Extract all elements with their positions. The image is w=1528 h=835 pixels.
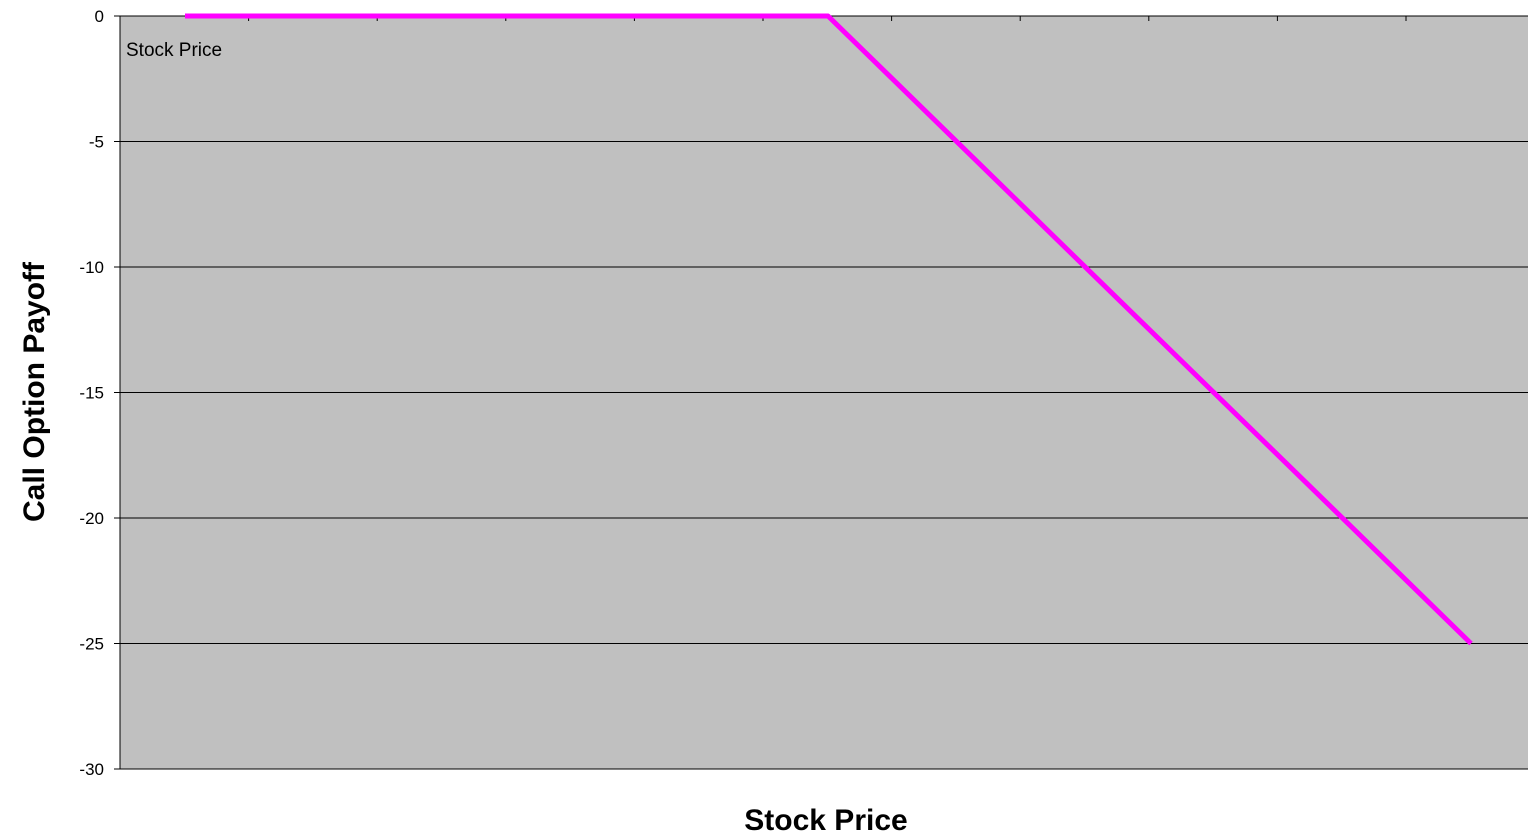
y-axis: 0 -5 -10 -15 -20 -25 -30	[79, 7, 121, 779]
x-axis	[119, 16, 1528, 770]
y-tick-label: -5	[89, 133, 104, 152]
y-tick-label: -25	[79, 635, 104, 654]
payoff-series-line	[185, 13, 1473, 646]
y-tick-label: 0	[95, 7, 104, 26]
plot-inner-label: Stock Price	[126, 40, 222, 61]
y-tick-label: -15	[79, 384, 104, 403]
y-tick-label: -10	[79, 258, 104, 277]
y-tick-label: -30	[79, 760, 104, 779]
x-axis-title: Stock Price	[744, 804, 907, 835]
y-tick-label: -20	[79, 509, 104, 528]
y-axis-title: Call Option Payoff	[18, 261, 51, 522]
